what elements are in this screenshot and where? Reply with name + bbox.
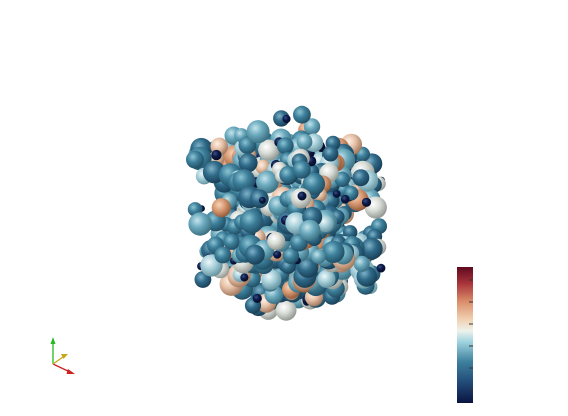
- sphere: [276, 137, 294, 155]
- color-bar-ticks: [469, 279, 473, 391]
- sphere: [246, 120, 270, 144]
- orientation-axes: [50, 337, 75, 374]
- sphere: [238, 153, 258, 173]
- color-bar: [457, 267, 473, 403]
- sphere: [186, 150, 204, 169]
- axis-z: [52, 356, 64, 365]
- sphere: [311, 249, 326, 264]
- axis-y-head: [50, 337, 56, 344]
- sphere: [267, 231, 286, 251]
- axis-z-head: [61, 354, 68, 359]
- sphere: [249, 189, 269, 209]
- sphere: [343, 225, 358, 240]
- sphere-cloud: [186, 105, 387, 321]
- sphere: [360, 237, 383, 260]
- sphere: [279, 166, 297, 184]
- sphere: [282, 114, 291, 124]
- sphere: [303, 118, 321, 135]
- sphere: [361, 197, 372, 207]
- sphere: [302, 172, 326, 196]
- sphere: [240, 273, 249, 282]
- sphere: [352, 169, 370, 187]
- sphere: [252, 293, 262, 303]
- sphere: [275, 299, 297, 321]
- sphere: [273, 250, 282, 259]
- sphere: [214, 246, 232, 264]
- sphere: [244, 244, 265, 265]
- sphere: [223, 233, 240, 250]
- sphere: [256, 170, 279, 194]
- sphere: [293, 105, 311, 124]
- sphere: [297, 191, 307, 201]
- sphere: [353, 255, 370, 272]
- sphere: [261, 269, 282, 290]
- sphere: [317, 269, 336, 288]
- sphere: [211, 198, 231, 218]
- axis-x-head: [66, 369, 75, 374]
- color-legend: [457, 267, 473, 403]
- sphere: [211, 149, 222, 161]
- sphere: [322, 145, 339, 162]
- sphere: [259, 196, 266, 204]
- sphere: [239, 209, 264, 234]
- sphere: [332, 190, 341, 198]
- sphere: [299, 219, 321, 242]
- sphere: [297, 256, 319, 278]
- sphere: [376, 263, 386, 273]
- sphere: [340, 194, 350, 204]
- sphere: [296, 133, 313, 150]
- sphere: [188, 212, 212, 236]
- sphere: [322, 240, 345, 263]
- axis-x: [52, 363, 71, 373]
- sphere: [292, 160, 311, 179]
- sphere: [282, 247, 300, 264]
- sphere: [258, 139, 280, 161]
